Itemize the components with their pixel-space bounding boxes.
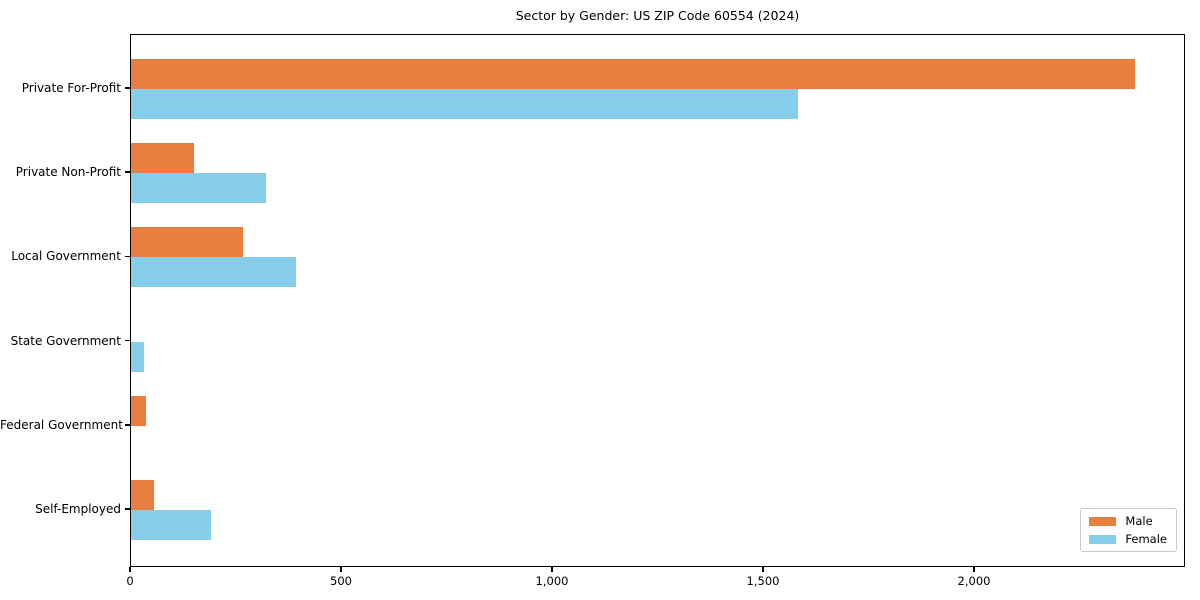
x-tick-1-000 <box>551 567 553 572</box>
bar-female-private-non-profit <box>131 173 267 204</box>
y-label-federal-government: Federal Government <box>0 417 123 432</box>
legend-label-male: Male <box>1125 514 1153 528</box>
legend-entry-female: Female <box>1089 533 1167 545</box>
x-tick-label-1-000: 1,000 <box>535 574 569 588</box>
legend-swatch-male <box>1089 516 1117 526</box>
legend-swatch-female <box>1089 534 1117 544</box>
bar-female-local-government <box>131 257 296 288</box>
y-tick-state-government <box>125 339 130 342</box>
y-tick-self-employed <box>125 508 130 510</box>
x-tick-label-2-000: 2,000 <box>957 574 991 588</box>
bar-male-self-employed <box>131 480 155 510</box>
y-label-state-government: State Government <box>10 333 121 348</box>
legend: Male Female <box>1080 508 1177 552</box>
y-label-private-for-profit: Private For-Profit <box>21 81 121 95</box>
x-tick-label-1-500: 1,500 <box>746 574 780 588</box>
y-label-self-employed: Self-Employed <box>35 502 121 516</box>
legend-entry-male: Male <box>1089 515 1167 527</box>
x-tick-label-0: 0 <box>126 574 134 588</box>
x-tick-1-500 <box>762 567 764 572</box>
x-tick-2-000 <box>973 567 975 572</box>
x-tick-500 <box>340 567 342 572</box>
x-tick-label-500: 500 <box>330 574 352 588</box>
plot-area: Male Female <box>130 34 1185 567</box>
chart-title: Sector by Gender: US ZIP Code 60554 (202… <box>515 8 800 23</box>
y-tick-private-for-profit <box>125 87 130 89</box>
y-tick-federal-government <box>125 424 130 426</box>
bar-male-private-non-profit <box>131 143 195 174</box>
bar-male-local-government <box>131 227 243 258</box>
bar-male-private-for-profit <box>131 59 1136 89</box>
bar-male-federal-government <box>131 395 146 426</box>
x-tick-0 <box>129 567 131 572</box>
y-tick-private-non-profit <box>125 171 130 173</box>
y-label-private-non-profit: Private Non-Profit <box>15 165 121 180</box>
y-label-local-government: Local Government <box>11 249 121 264</box>
legend-label-female: Female <box>1125 532 1167 546</box>
bar-female-state-government <box>131 341 144 372</box>
y-tick-local-government <box>125 255 130 258</box>
bar-female-private-for-profit <box>131 89 798 119</box>
bar-female-self-employed <box>131 510 212 540</box>
